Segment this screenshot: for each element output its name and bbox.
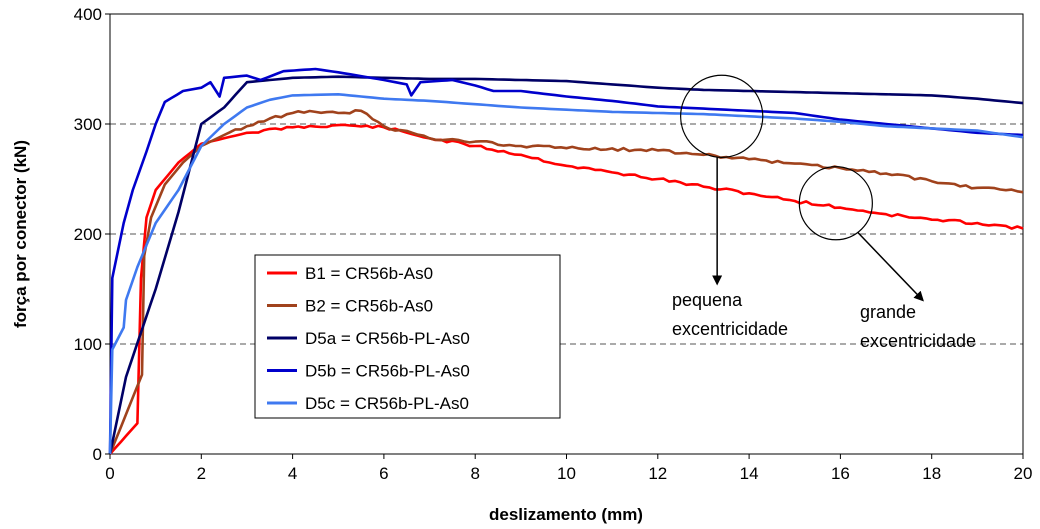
annotation-arrow-1 [857,231,924,302]
annotation-text-1-0: grande [860,302,916,322]
x-tick-label-0: 0 [105,464,114,483]
annotation-circle-0 [680,74,764,158]
x-tick-label-5: 10 [557,464,576,483]
y-tick-label-4: 400 [74,5,102,24]
annotation-text-0-1: excentricidade [672,319,788,339]
y-tick-label-1: 100 [74,335,102,354]
series-line-3 [108,67,1024,455]
legend-label-2: D5a = CR56b-PL-As0 [305,329,470,348]
y-axis-ticks: 0 100 200 300 400 [74,5,110,464]
x-tick-label-4: 8 [470,464,479,483]
annotation-circle-1 [798,166,873,241]
x-tick-label-1: 2 [197,464,206,483]
legend-box [254,254,561,419]
x-tick-label-3: 6 [379,464,388,483]
y-tick-label-0: 0 [93,445,102,464]
legend-label-0: B1 = CR56b-As0 [305,264,433,283]
y-axis-title: força por conector (kN) [11,140,30,328]
x-tick-label-9: 18 [922,464,941,483]
x-axis-ticks: 0 2 4 6 8 10 12 14 16 18 20 [105,454,1032,483]
annotations: pequena excentricidade grande excentricidad… [672,74,976,351]
series-line-1 [108,109,1024,455]
legend-label-3: D5b = CR56b-PL-As0 [305,362,470,381]
legend-label-4: D5c = CR56b-PL-As0 [305,394,469,413]
y-tick-label-3: 300 [74,115,102,134]
x-tick-label-2: 4 [288,464,297,483]
annotation-text-1-1: excentricidade [860,331,976,351]
x-tick-label-6: 12 [648,464,667,483]
legend: B1 = CR56b-As0 B2 = CR56b-As0 D5a = CR56b-… [254,254,561,419]
x-axis-title: deslizamento (mm) [489,505,643,524]
series-line-4 [108,93,1024,455]
annotation-text-0-0: pequena [672,290,743,310]
x-tick-label-7: 14 [740,464,759,483]
legend-label-1: B2 = CR56b-As0 [305,297,433,316]
y-tick-label-2: 200 [74,225,102,244]
series-line-2 [108,75,1024,455]
x-tick-label-8: 16 [831,464,850,483]
x-tick-label-10: 20 [1014,464,1033,483]
